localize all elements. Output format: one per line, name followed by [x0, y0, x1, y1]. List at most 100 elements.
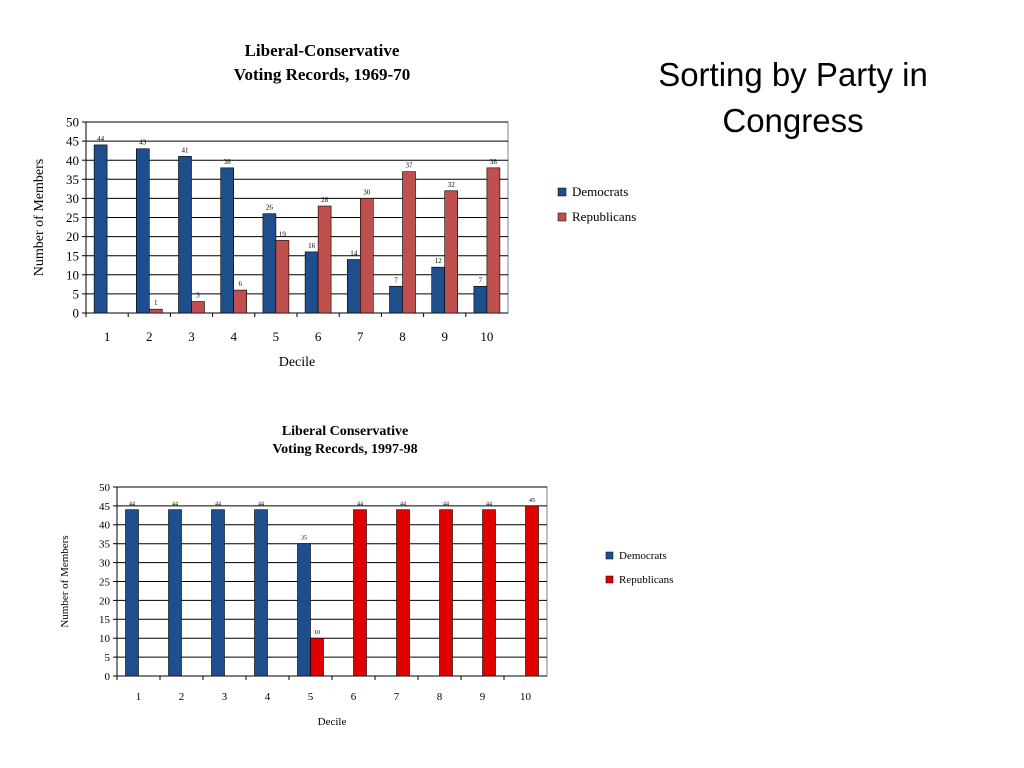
legend: Democrats Republicans — [557, 184, 636, 224]
data-label: 1 — [154, 299, 158, 307]
data-label: 10 — [314, 630, 320, 636]
data-label: 26 — [266, 204, 274, 212]
chart-1: Liberal-Conservative Voting Records, 1969… — [32, 41, 636, 370]
bar-republicans-decile-10 — [525, 505, 539, 677]
y-tick-label: 20 — [66, 229, 79, 244]
y-tick-label: 45 — [99, 501, 111, 513]
data-label: 38 — [490, 158, 498, 166]
data-label: 14 — [350, 250, 358, 258]
data-label: 7 — [479, 276, 483, 284]
y-tick-label: 40 — [66, 153, 79, 168]
data-label: 45 — [529, 498, 535, 504]
data-label: 37 — [406, 162, 414, 170]
data-label: 12 — [435, 257, 443, 265]
bar-democrats-decile-10 — [473, 285, 488, 314]
x-tick-label: 10 — [520, 691, 532, 703]
x-tick-label: 6 — [351, 691, 357, 703]
data-label: 44 — [129, 502, 135, 508]
x-tick-label: 5 — [308, 691, 314, 703]
x-tick-label: 10 — [480, 329, 493, 344]
x-tick-label: 8 — [437, 691, 443, 703]
data-label: 3 — [196, 292, 200, 300]
data-label: 16 — [308, 242, 316, 250]
x-tick-label: 4 — [265, 691, 271, 703]
bar-republicans-decile-10 — [486, 167, 501, 314]
y-tick-label: 45 — [66, 134, 79, 149]
bar-democrats-decile-9 — [431, 266, 446, 314]
bar-republicans-decile-4 — [233, 289, 247, 314]
data-label: 44 — [215, 502, 221, 508]
bar-republicans-decile-6 — [317, 205, 332, 314]
x-tick-label: 4 — [230, 329, 237, 344]
y-tick-label: 0 — [105, 671, 111, 683]
data-label: 44 — [258, 502, 264, 508]
bar-democrats-decile-4 — [220, 167, 234, 314]
data-label: 35 — [301, 536, 307, 542]
x-tick-label: 2 — [146, 329, 153, 344]
y-tick-label: 50 — [66, 115, 79, 130]
bar-democrats-decile-3 — [178, 156, 192, 314]
y-tick-label: 5 — [105, 652, 111, 664]
bar-republicans-decile-5 — [310, 637, 324, 677]
data-label: 43 — [139, 139, 147, 147]
x-tick-label: 2 — [179, 691, 185, 703]
bar-republicans-decile-3 — [191, 301, 205, 314]
bar-republicans-decile-7 — [396, 509, 410, 677]
bar-republicans-decile-7 — [359, 198, 374, 314]
bar-democrats-decile-6 — [304, 251, 319, 314]
y-tick-label: 30 — [66, 191, 79, 206]
legend-label-democrats: Democrats — [619, 550, 667, 562]
y-axis-label: Number of Members — [59, 535, 71, 627]
legend-swatch-republicans — [605, 575, 614, 584]
bar-democrats-decile-5 — [262, 213, 277, 314]
data-label: 30 — [363, 188, 371, 196]
bar-republicans-decile-6 — [353, 509, 367, 677]
data-label: 7 — [394, 276, 398, 284]
data-label: 44 — [172, 502, 178, 508]
bar-democrats-decile-5 — [297, 543, 311, 677]
data-label: 44 — [97, 135, 105, 143]
x-tick-label: 1 — [104, 329, 111, 344]
chart-title-line: Liberal Conservative — [282, 424, 408, 439]
bar-republicans-decile-5 — [275, 240, 290, 314]
legend-label-republicans: Republicans — [619, 574, 673, 586]
x-tick-label: 3 — [188, 329, 195, 344]
x-axis-label: Decile — [318, 716, 347, 728]
y-tick-label: 10 — [66, 267, 79, 282]
bar-democrats-decile-3 — [211, 509, 225, 677]
data-label: 6 — [238, 280, 242, 288]
y-tick-label: 5 — [73, 286, 80, 301]
x-tick-label: 9 — [441, 329, 448, 344]
data-label: 38 — [224, 158, 232, 166]
legend-swatch-democrats — [605, 551, 614, 560]
legend-swatch-democrats — [557, 187, 567, 197]
chart-title-line: Voting Records, 1997-98 — [272, 442, 417, 457]
bar-democrats-decile-1 — [125, 509, 139, 677]
bar-democrats-decile-7 — [346, 259, 361, 314]
x-tick-label: 7 — [357, 329, 364, 344]
y-axis-label: Number of Members — [32, 159, 47, 276]
bar-republicans-decile-8 — [439, 509, 453, 677]
chart-title-line: Liberal-Conservative — [245, 41, 400, 60]
data-label: 32 — [448, 181, 456, 189]
bar-democrats-decile-2 — [168, 509, 182, 677]
chart-title-line: Voting Records, 1969-70 — [234, 65, 410, 84]
data-label: 28 — [321, 196, 329, 204]
y-tick-label: 25 — [99, 576, 111, 588]
data-label: 44 — [486, 502, 492, 508]
y-tick-label: 50 — [99, 482, 111, 494]
bar-republicans-decile-9 — [444, 190, 459, 314]
y-tick-label: 35 — [66, 172, 79, 187]
bar-democrats-decile-2 — [136, 148, 150, 314]
data-label: 44 — [357, 502, 363, 508]
legend-swatch-republicans — [557, 212, 567, 222]
y-tick-label: 25 — [66, 210, 79, 225]
x-tick-label: 8 — [399, 329, 406, 344]
legend-label-democrats: Democrats — [572, 184, 628, 199]
bar-democrats-decile-8 — [389, 285, 403, 314]
bar-republicans-decile-9 — [482, 509, 496, 677]
x-axis-label: Decile — [279, 355, 316, 370]
x-tick-label: 7 — [394, 691, 400, 703]
x-tick-label: 6 — [315, 329, 322, 344]
bar-republicans-decile-2 — [149, 308, 163, 314]
